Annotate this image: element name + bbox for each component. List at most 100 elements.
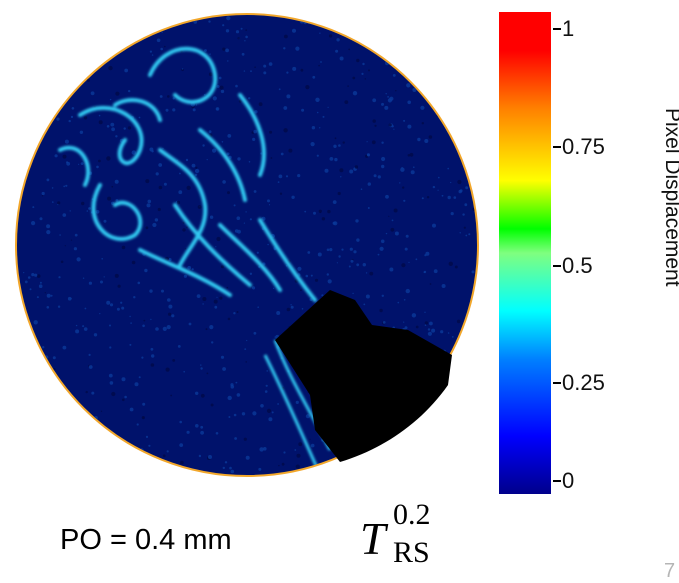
speckle-dot <box>452 75 456 78</box>
speckle-dot <box>264 390 268 393</box>
speckle-dot <box>127 27 131 32</box>
speckle-dot <box>433 269 438 274</box>
speckle-dot <box>62 213 67 217</box>
speckle-dot <box>72 55 74 57</box>
speckle-dot <box>263 71 267 75</box>
speckle-dot <box>469 383 472 386</box>
speckle-dot <box>65 33 68 36</box>
speckle-dot <box>424 311 426 313</box>
speckle-dot <box>234 437 238 440</box>
t-subscript: RS <box>393 536 430 569</box>
speckle-dot <box>168 312 172 316</box>
speckle-dot <box>451 336 454 338</box>
speckle-dot <box>68 92 71 95</box>
speckle-dot <box>145 179 150 184</box>
speckle-dot <box>106 156 111 161</box>
speckle-dot <box>20 113 22 115</box>
speckle-dot <box>78 416 83 421</box>
speckle-dot <box>52 201 54 203</box>
speckle-dot <box>356 263 360 267</box>
speckle-dot <box>278 174 283 179</box>
speckle-dot <box>352 91 358 96</box>
speckle-dot <box>441 470 445 474</box>
speckle-dot <box>83 116 88 120</box>
speckle-dot <box>235 30 240 34</box>
speckle-dot <box>447 332 450 334</box>
speckle-dot <box>321 294 324 297</box>
speckle-dot <box>415 258 418 261</box>
speckle-dot <box>103 276 105 278</box>
speckle-dot <box>459 232 461 234</box>
speckle-dot <box>441 194 444 197</box>
speckle-dot <box>317 252 322 257</box>
speckle-dot <box>426 196 430 199</box>
speckle-dot <box>228 416 231 418</box>
speckle-dot <box>274 336 277 338</box>
speckle-dot <box>165 108 169 112</box>
speckle-dot <box>181 68 184 70</box>
speckle-dot <box>205 328 208 331</box>
speckle-dot <box>301 308 304 310</box>
speckle-dot <box>447 413 452 418</box>
speckle-dot <box>356 58 360 63</box>
speckle-dot <box>466 402 468 405</box>
speckle-dot <box>149 289 153 293</box>
speckle-dot <box>195 104 198 106</box>
speckle-dot <box>64 139 69 144</box>
speckle-dot <box>230 469 235 474</box>
speckle-dot <box>270 157 273 159</box>
speckle-dot <box>146 203 151 208</box>
speckle-dot <box>354 165 359 169</box>
speckle-dot <box>17 350 19 354</box>
speckle-dot <box>366 141 368 143</box>
speckle-dot <box>424 139 429 143</box>
speckle-dot <box>155 327 159 331</box>
speckle-dot <box>355 219 359 223</box>
speckle-dot <box>213 299 218 304</box>
speckle-dot <box>139 32 144 36</box>
speckle-dot <box>226 16 231 21</box>
speckle-dot <box>88 353 91 356</box>
speckle-dot <box>347 85 349 87</box>
speckle-dot <box>191 268 194 271</box>
speckle-dot <box>227 134 232 138</box>
speckle-dot <box>387 48 390 51</box>
speckle-dot <box>39 374 42 377</box>
speckle-dot <box>366 153 371 157</box>
speckle-dot <box>70 297 72 300</box>
speckle-dot <box>387 98 392 103</box>
speckle-dot <box>116 454 121 459</box>
speckle-dot <box>124 454 129 459</box>
speckle-dot <box>230 383 234 387</box>
speckle-dot <box>392 74 396 77</box>
speckle-dot <box>405 288 410 294</box>
speckle-dot <box>283 128 288 133</box>
speckle-dot <box>183 370 185 373</box>
speckle-dot <box>222 24 225 27</box>
speckle-dot <box>59 234 61 236</box>
speckle-dot <box>238 99 242 103</box>
speckle-dot <box>57 43 62 48</box>
speckle-dot <box>260 404 264 408</box>
speckle-dot <box>27 276 31 279</box>
speckle-dot <box>454 47 457 50</box>
speckle-dot <box>22 440 27 445</box>
speckle-dot <box>410 170 415 175</box>
speckle-dot <box>75 324 78 327</box>
speckle-dot <box>149 147 154 152</box>
speckle-dot <box>185 158 189 162</box>
speckle-dot <box>298 442 303 447</box>
speckle-dot <box>122 398 125 402</box>
speckle-dot <box>464 120 468 124</box>
speckle-dot <box>321 217 326 221</box>
speckle-dot <box>457 107 461 111</box>
speckle-dot <box>21 392 26 397</box>
speckle-dot <box>437 189 439 191</box>
speckle-dot <box>90 91 95 96</box>
speckle-dot <box>222 367 227 371</box>
speckle-dot <box>256 251 259 254</box>
speckle-dot <box>455 40 457 42</box>
colorbar <box>499 12 551 494</box>
speckle-dot <box>467 168 470 171</box>
speckle-dot <box>151 354 155 358</box>
